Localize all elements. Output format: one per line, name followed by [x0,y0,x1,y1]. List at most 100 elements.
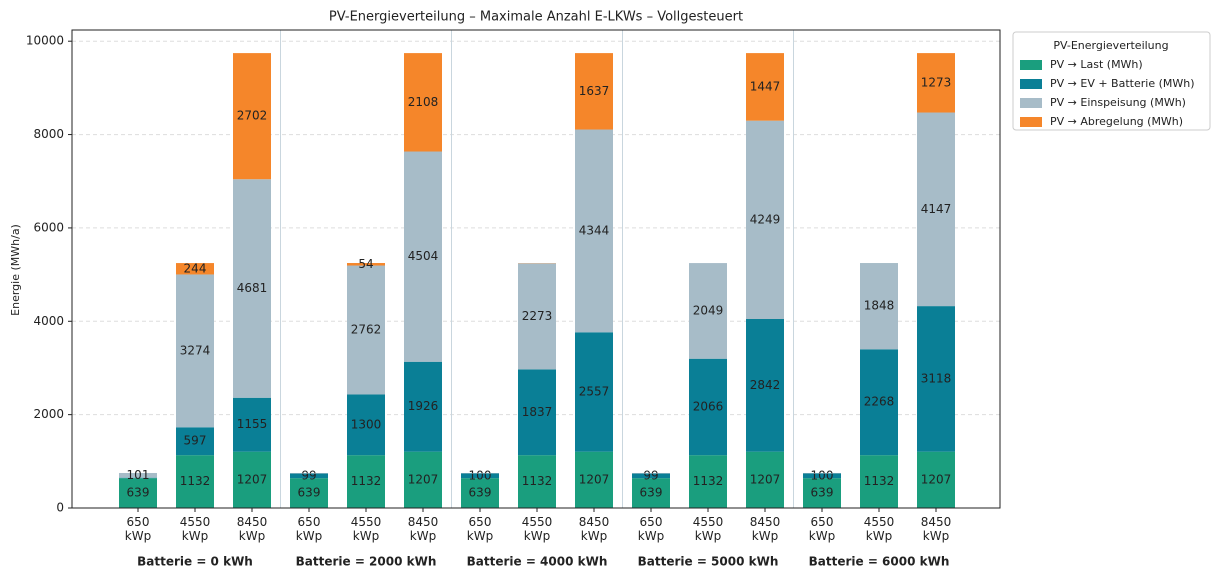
bar-segment [518,455,556,508]
x-tick-label: 8450 kWp [237,515,268,543]
value-label: 3274 [180,343,211,357]
value-label: 1155 [237,417,268,431]
group-label: Batterie = 0 kWh [137,555,253,569]
bar-segment [176,455,214,508]
value-label: 1207 [579,472,610,486]
bar-segment [746,318,784,452]
value-label: 639 [811,486,834,500]
bar-segment [575,451,613,508]
bar-segment [233,179,271,398]
bar-segment [404,53,442,152]
value-label: 1300 [351,417,382,431]
legend-swatch [1020,60,1042,70]
legend-title: PV-Energieverteilung [1053,39,1168,52]
value-label: 2108 [408,95,439,109]
x-tick-label: 4550 kWp [864,515,895,543]
bar-segment [461,478,499,508]
bar-segment [233,397,271,452]
legend-swatch [1020,79,1042,89]
bar-segment [290,472,328,474]
y-axis-label: Energie (MWh/a) [9,224,22,316]
value-label: 99 [301,468,316,482]
value-label: 1132 [351,474,382,488]
value-label: 1132 [864,474,895,488]
y-tick-label: 2000 [33,407,64,421]
group-label: Batterie = 5000 kWh [638,555,779,569]
value-label: 1848 [864,299,895,313]
bar-segment [518,369,556,456]
x-tick-label: 650 kWp [296,515,322,543]
value-label: 1207 [921,472,952,486]
bar-segment [917,306,955,452]
value-label: 2066 [693,399,724,413]
bar-segment [347,455,385,508]
group-label: Batterie = 2000 kWh [296,555,437,569]
bar-segment [917,451,955,508]
x-tick-label: 4550 kWp [180,515,211,543]
value-label: 1926 [408,399,439,413]
bar-segment [689,455,727,508]
value-label: 2268 [864,395,895,409]
value-label: 2273 [522,309,553,323]
bar-segment [860,455,898,508]
value-label: 2842 [750,378,781,392]
bar-segment [176,427,214,456]
value-label: 2557 [579,384,610,398]
value-label: 1273 [921,75,952,89]
value-label: 1207 [750,472,781,486]
value-label: 2762 [351,323,382,337]
group-label: Batterie = 6000 kWh [809,555,950,569]
value-label: 3118 [921,371,952,385]
bar-segment [746,120,784,319]
value-label: 1207 [408,472,439,486]
bar-segment [518,263,556,370]
value-label: 100 [469,468,492,482]
bar-segment [404,451,442,508]
bar-segment [290,473,328,479]
bar-segment [461,472,499,474]
legend-label: PV → Last (MWh) [1050,58,1143,71]
value-label: 101 [127,468,150,482]
bar-segment [233,53,271,180]
plot-frame [71,29,1001,509]
value-label: 639 [469,486,492,500]
y-tick-label: 10000 [26,34,64,48]
bar-segment [176,263,214,275]
bar-segment [347,394,385,456]
value-label: 244 [184,261,207,275]
x-tick-label: 8450 kWp [750,515,781,543]
value-label: 4681 [237,281,268,295]
chart-title: PV-Energieverteilung – Maximale Anzahl E… [329,10,743,25]
bar-segment [803,472,841,474]
x-tick-label: 8450 kWp [579,515,610,543]
value-label: 4147 [921,202,952,216]
bar-segment [461,473,499,479]
bar-segment [632,472,670,474]
bar-segment [233,451,271,508]
y-tick-label: 6000 [33,220,64,234]
bar-segment [917,112,955,307]
y-tick-label: 4000 [33,314,64,328]
bar-segment [119,478,157,508]
value-label: 1207 [237,472,268,486]
value-label: 1132 [693,474,724,488]
bar-segment [575,129,613,333]
bar-segment [803,478,841,508]
bar-segment [347,265,385,395]
legend-label: PV → Einspeisung (MWh) [1050,96,1186,109]
value-label: 1447 [750,79,781,93]
x-tick-label: 8450 kWp [408,515,439,543]
value-label: 54 [358,257,373,271]
value-label: 4249 [750,212,781,226]
bar-segment [347,263,385,266]
value-label: 1132 [180,474,211,488]
bar-segment [632,478,670,508]
value-label: 4504 [408,249,439,263]
x-tick-label: 650 kWp [467,515,493,543]
bar-segment [575,53,613,130]
value-label: 1837 [522,405,553,419]
bar-segment [917,53,955,113]
value-label: 2049 [693,303,724,317]
bar-segment [746,53,784,121]
bar-segment [689,358,727,456]
